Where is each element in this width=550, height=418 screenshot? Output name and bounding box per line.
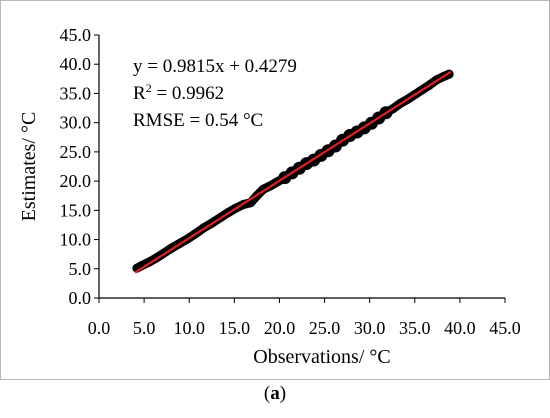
y-tick-label: 5.0 [69, 259, 92, 279]
r-symbol: R [133, 83, 146, 104]
x-tick-label: 10.0 [173, 318, 205, 338]
fit-line [134, 70, 452, 274]
x-tick-label: 25.0 [309, 318, 341, 338]
x-tick-label: 20.0 [264, 318, 296, 338]
y-tick-label: 0.0 [69, 288, 92, 308]
y-tick-label: 20.0 [60, 171, 92, 191]
x-axis-label: Observations/ °C [253, 346, 390, 368]
x-tick-label: 40.0 [444, 318, 476, 338]
x-tick-label: 0.0 [88, 318, 111, 338]
x-tick-label: 15.0 [219, 318, 251, 338]
y-tick-label: 15.0 [60, 200, 92, 220]
figure-caption: (a) [263, 383, 287, 404]
caption-label: a [270, 383, 280, 404]
y-tick-label: 45.0 [60, 25, 92, 45]
y-tick-label: 30.0 [60, 113, 92, 133]
annotation-rmse: RMSE = 0.54 °C [133, 110, 263, 131]
annotation-r-squared: R2 = 0.9962 [133, 81, 224, 104]
superscript-2: 2 [146, 81, 152, 95]
r-squared-value: = 0.9962 [152, 83, 224, 104]
y-axis-label: Estimates/ °C [18, 112, 40, 222]
x-tick-label: 35.0 [399, 318, 431, 338]
chart-frame: 0.0 5.0 10.0 15.0 20.0 25.0 30.0 35.0 40.0 45.0 0.… [0, 0, 550, 380]
annotation-equation: y = 0.9815x + 0.4279 [133, 56, 297, 77]
x-tick-label: 5.0 [133, 318, 156, 338]
x-tick-label: 45.0 [489, 318, 521, 338]
chart: 0.0 5.0 10.0 15.0 20.0 25.0 30.0 35.0 40.0 45.00.… [0, 0, 550, 380]
chart-border [0, 0, 550, 380]
y-tick-label: 25.0 [60, 142, 92, 162]
y-tick-label: 40.0 [60, 54, 92, 74]
y-tick-label: 10.0 [60, 230, 92, 250]
plot-area: 0.0 5.0 10.0 15.0 20.0 25.0 30.0 35.0 40.0 45.00.… [18, 25, 521, 368]
x-tick-label: 30.0 [354, 318, 386, 338]
y-tick-label: 35.0 [60, 83, 92, 103]
